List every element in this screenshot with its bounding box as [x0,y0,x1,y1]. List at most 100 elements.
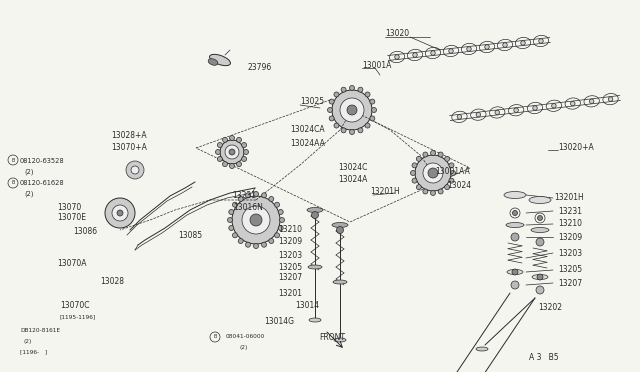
Text: [1195-1196]: [1195-1196] [60,314,96,320]
Ellipse shape [307,208,323,212]
Ellipse shape [309,318,321,322]
Circle shape [371,108,376,112]
Circle shape [538,215,543,221]
Text: 13086: 13086 [73,228,97,237]
Circle shape [341,128,346,133]
Text: 13024CA: 13024CA [290,125,324,135]
Circle shape [218,157,222,161]
Text: 13014G: 13014G [264,317,294,327]
Circle shape [232,196,280,244]
Circle shape [228,209,234,215]
Text: (2): (2) [240,346,248,350]
Circle shape [457,115,461,119]
Circle shape [275,202,280,207]
Circle shape [230,135,234,141]
Text: 13205: 13205 [278,263,302,272]
Text: (2): (2) [24,169,33,175]
Circle shape [552,103,556,108]
Circle shape [570,101,575,106]
Circle shape [223,137,227,142]
Text: 08120-63528: 08120-63528 [20,158,65,164]
Text: B: B [213,334,217,340]
Circle shape [431,51,435,55]
Text: 13231: 13231 [558,206,582,215]
Circle shape [438,152,443,157]
Ellipse shape [333,280,347,284]
Text: 13024C: 13024C [338,164,367,173]
Text: FRONT: FRONT [319,334,345,343]
Circle shape [358,128,363,133]
Circle shape [476,112,481,117]
Circle shape [232,202,237,207]
Circle shape [253,192,259,196]
Text: 13014: 13014 [295,301,319,310]
Circle shape [589,99,594,103]
Circle shape [218,142,222,148]
Circle shape [230,164,234,169]
Circle shape [223,161,227,167]
Text: 13207: 13207 [558,279,582,288]
Circle shape [250,214,262,226]
Circle shape [227,218,232,222]
Circle shape [536,238,544,246]
Circle shape [431,190,435,196]
Circle shape [370,116,375,121]
Text: 13024: 13024 [447,180,471,189]
Circle shape [365,123,370,128]
Circle shape [521,41,525,45]
Circle shape [269,238,274,244]
Text: 13070C: 13070C [60,301,90,311]
Circle shape [229,149,235,155]
Text: 13209: 13209 [278,237,302,247]
Text: 13207: 13207 [278,273,302,282]
Circle shape [243,150,248,154]
Circle shape [253,244,259,248]
Circle shape [228,225,234,231]
Text: 13025: 13025 [300,97,324,106]
Circle shape [246,193,250,198]
Text: 13201: 13201 [278,289,302,298]
Text: B: B [12,180,15,186]
Text: 13070+A: 13070+A [111,142,147,151]
Circle shape [513,211,518,215]
Circle shape [417,156,421,161]
Text: 23796: 23796 [248,64,272,73]
Circle shape [312,212,319,218]
Text: (2): (2) [24,191,33,197]
Circle shape [238,196,243,202]
Text: 13016N: 13016N [233,203,263,212]
Circle shape [242,206,270,234]
Ellipse shape [506,222,524,228]
Circle shape [349,86,355,90]
Circle shape [242,157,246,161]
Circle shape [449,163,454,168]
Circle shape [334,92,339,97]
Ellipse shape [507,269,523,275]
Circle shape [275,233,280,238]
Circle shape [242,142,246,148]
Circle shape [334,123,339,128]
Text: DB120-8161E: DB120-8161E [20,327,60,333]
Circle shape [484,45,489,49]
Ellipse shape [531,228,549,232]
Ellipse shape [208,59,218,65]
Circle shape [438,189,443,194]
Text: 13202: 13202 [538,304,562,312]
Circle shape [449,49,453,53]
Circle shape [395,55,399,59]
Text: 13231: 13231 [232,192,256,201]
Ellipse shape [504,192,526,199]
Circle shape [112,205,128,221]
Circle shape [262,242,266,247]
Text: 13210: 13210 [558,219,582,228]
Circle shape [511,233,519,241]
Text: 13201H: 13201H [554,193,584,202]
Text: [1196-   ]: [1196- ] [20,350,47,355]
Circle shape [262,193,266,198]
Circle shape [329,116,334,121]
Circle shape [608,97,613,101]
Circle shape [329,99,334,104]
Text: 13001A: 13001A [362,61,392,70]
Circle shape [358,87,363,92]
Circle shape [332,90,372,130]
